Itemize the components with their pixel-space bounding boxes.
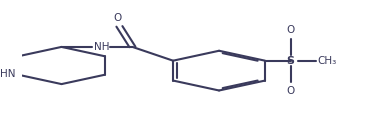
Text: O: O: [113, 13, 122, 23]
Text: CH₃: CH₃: [317, 56, 337, 66]
Text: S: S: [287, 56, 295, 66]
Text: O: O: [287, 25, 295, 35]
Text: HN: HN: [0, 69, 16, 78]
Text: O: O: [287, 86, 295, 96]
Text: NH: NH: [94, 42, 109, 52]
